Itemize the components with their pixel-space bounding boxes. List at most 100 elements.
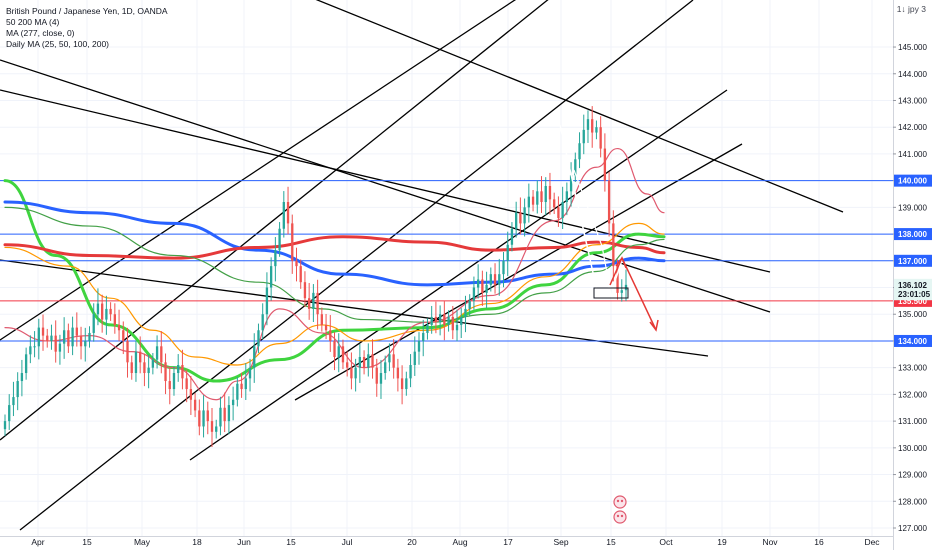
arrow-head-down	[649, 319, 659, 332]
candle-body	[553, 199, 556, 208]
candle-body	[312, 292, 315, 309]
candle-body	[291, 223, 294, 261]
y-tick-label: 130.000	[898, 444, 927, 453]
candle-body	[346, 362, 349, 368]
candle-body	[147, 367, 150, 374]
legend-title[interactable]: British Pound / Japanese Yen, 1D, OANDA	[6, 6, 168, 16]
candle-body	[540, 191, 543, 203]
candle-body	[24, 354, 28, 374]
candle-body	[362, 356, 366, 368]
candle-body	[612, 223, 615, 267]
ma-line-ma_green	[3, 179, 666, 383]
price-label-bg	[894, 254, 932, 267]
candle-body	[510, 228, 514, 245]
candle-body	[130, 362, 133, 374]
legend-daily-ma[interactable]: Daily MA (25, 50, 100, 200)	[6, 39, 110, 49]
candle-body	[519, 212, 522, 224]
candle-body	[447, 316, 450, 325]
y-tick-label: 142.000	[898, 123, 927, 132]
candle-body	[384, 362, 387, 374]
price-label: 135.500	[898, 297, 927, 306]
candle-body	[308, 298, 311, 309]
candle-body	[616, 266, 619, 293]
candle-body	[215, 426, 218, 432]
currency-tag[interactable]: 1↓ jpy 3	[896, 4, 926, 14]
arrow-head-up	[615, 256, 627, 269]
price-label: 138.000	[898, 230, 927, 239]
candle-body	[227, 405, 231, 422]
candle-body	[548, 185, 552, 200]
price-axis[interactable]: 127.000 128.000 129.000 130.000 131.000 132.0…	[893, 0, 932, 550]
channel-line	[294, 143, 743, 401]
candle-body	[160, 346, 163, 363]
candle-body	[37, 327, 40, 347]
white-path	[559, 124, 623, 297]
candle-body	[265, 287, 269, 315]
candle-body	[354, 367, 357, 379]
candle-body	[316, 292, 319, 315]
channel-lines	[0, 0, 844, 531]
x-tick-label: 19	[717, 537, 727, 547]
candles	[3, 106, 628, 448]
candle-body	[236, 383, 239, 400]
time-axis[interactable]: Apr 15 May 18 Jun 15 Jul 20 Aug 17 Sep 15 Oct 19 Nov 16…	[0, 536, 893, 548]
candle-body	[405, 378, 408, 390]
candle-body	[367, 354, 370, 368]
x-tick-label: Nov	[762, 537, 778, 547]
candle-body	[443, 314, 446, 325]
x-tick-label: Aug	[452, 537, 467, 547]
candle-body	[257, 330, 260, 347]
emoji-eye-icon	[620, 499, 624, 503]
candle-body	[206, 410, 209, 422]
candle-body	[565, 191, 569, 203]
candle-body	[320, 314, 323, 325]
candle-body	[88, 332, 91, 341]
candle-body	[105, 308, 108, 320]
candle-body	[240, 383, 243, 390]
price-label-bg	[894, 174, 932, 187]
annotations	[559, 124, 659, 524]
legend-50-200-ma[interactable]: 50 200 MA (4)	[6, 17, 60, 27]
candle-body	[62, 330, 66, 344]
candle-body	[569, 175, 573, 192]
candle-body	[388, 354, 391, 363]
y-tick-label: 141.000	[898, 150, 927, 159]
candle-body	[333, 340, 336, 357]
candle-body	[515, 212, 518, 229]
candle-body	[426, 324, 429, 333]
candle-body	[29, 346, 32, 355]
y-tick-label: 131.000	[898, 417, 927, 426]
candle-body	[582, 129, 585, 144]
y-tick-label: 145.000	[898, 43, 927, 52]
candle-body	[586, 119, 590, 130]
ma-line-ma_darkgreen	[4, 206, 665, 323]
candle-body	[375, 367, 378, 384]
candle-body	[506, 244, 509, 261]
chart-legend: British Pound / Japanese Yen, 1D, OANDA …	[6, 6, 168, 50]
candle-body	[531, 196, 535, 205]
y-tick-label: 129.000	[898, 471, 927, 480]
candle-body	[485, 284, 488, 293]
candle-body	[460, 316, 463, 325]
x-tick-label: Oct	[659, 537, 673, 547]
candle-body	[244, 378, 247, 390]
emoji-eye-icon	[616, 499, 620, 503]
legend-ma-277[interactable]: MA (277, close, 0)	[6, 28, 75, 38]
candle-body	[198, 410, 201, 427]
candle-body	[143, 362, 146, 374]
projection-arrow	[609, 256, 657, 331]
price-label-bg	[894, 334, 932, 347]
x-tick-label: Jul	[342, 537, 353, 547]
candle-body	[189, 389, 193, 400]
candle-body	[371, 354, 374, 368]
price-axis-bg	[893, 0, 932, 550]
candle-body	[117, 324, 121, 331]
candle-body	[481, 279, 484, 293]
y-tick-label: 128.000	[898, 497, 927, 506]
candle-body	[468, 300, 471, 309]
candle-body	[536, 191, 539, 205]
candle-body	[476, 279, 480, 288]
candle-body	[71, 327, 74, 347]
